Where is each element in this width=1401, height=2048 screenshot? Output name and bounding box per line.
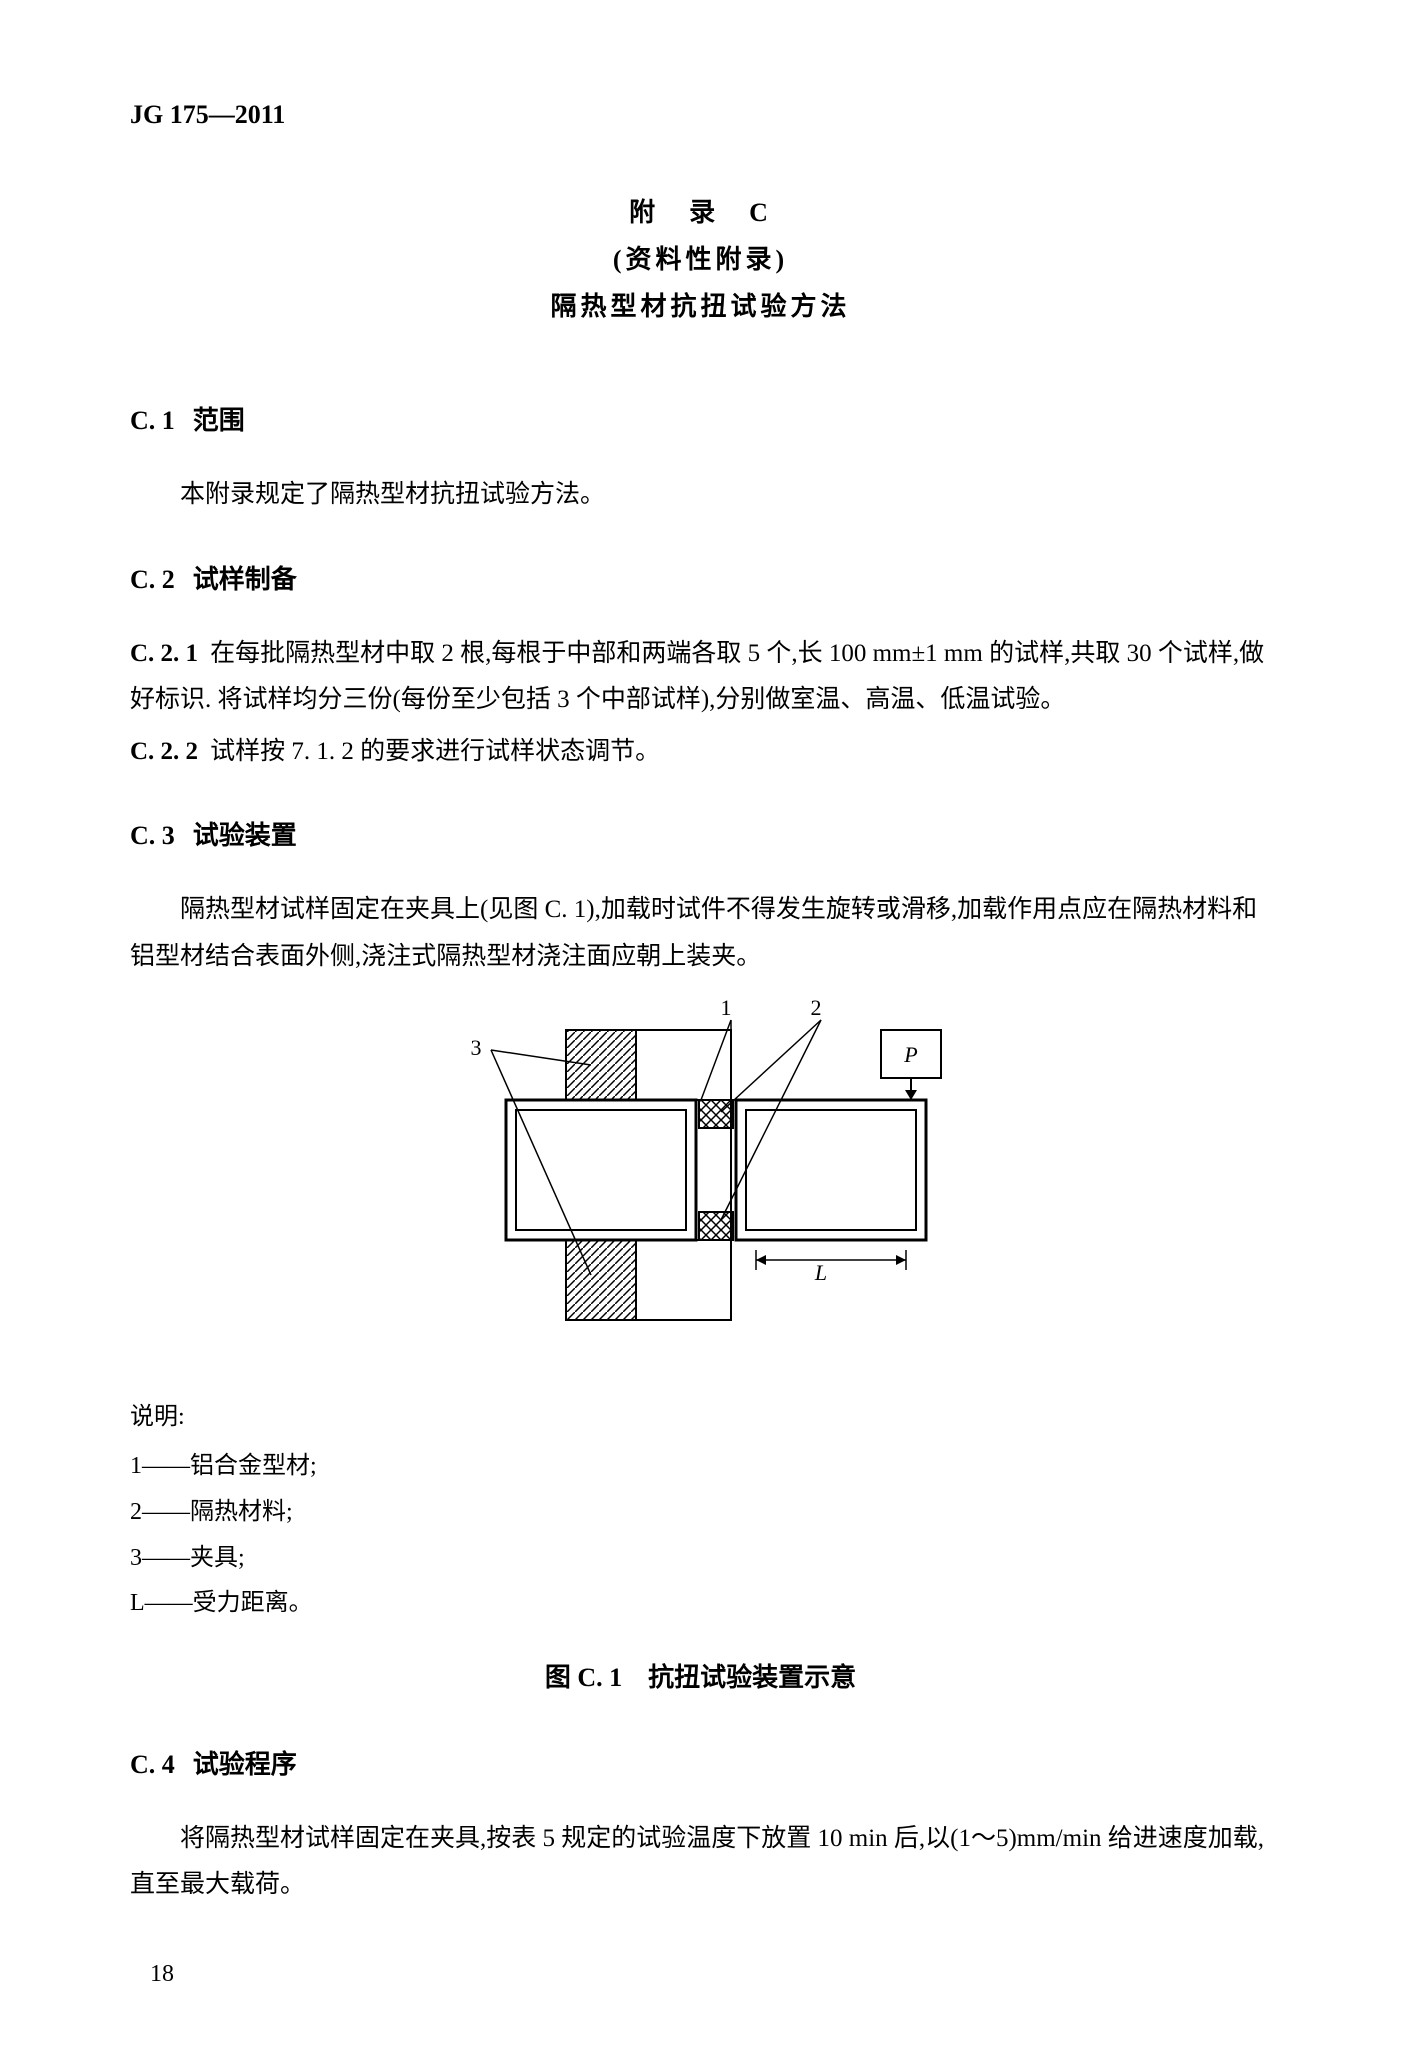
legend-title: 说明: bbox=[130, 1395, 1271, 1441]
subsection-c2-1-text: 在每批隔热型材中取 2 根,每根于中部和两端各取 5 个,长 100 mm±1 … bbox=[130, 640, 1264, 713]
title-line-2: (资料性附录) bbox=[130, 237, 1271, 284]
subsection-c2-1: C. 2. 1在每批隔热型材中取 2 根,每根于中部和两端各取 5 个,长 10… bbox=[130, 631, 1271, 724]
section-c3-num: C. 3 bbox=[130, 821, 175, 850]
section-c3-body: 隔热型材试样固定在夹具上(见图 C. 1),加载时试件不得发生旋转或滑移,加载作… bbox=[130, 887, 1271, 980]
section-c4-heading: C. 4 试验程序 bbox=[130, 1744, 1271, 1781]
section-c3-heading: C. 3 试验装置 bbox=[130, 815, 1271, 852]
figure-c1: P L 1 2 3 bbox=[130, 1000, 1271, 1365]
figure-caption: 图 C. 1 抗扭试验装置示意 bbox=[130, 1657, 1271, 1694]
section-c4-title: 试验程序 bbox=[193, 1750, 297, 1779]
title-line-3: 隔热型材抗扭试验方法 bbox=[130, 284, 1271, 331]
section-c2-title: 试样制备 bbox=[193, 565, 297, 594]
section-c1-heading: C. 1 范围 bbox=[130, 400, 1271, 437]
legend-item-1: 1——铝合金型材; bbox=[130, 1444, 1271, 1490]
legend-item-3: 3——夹具; bbox=[130, 1536, 1271, 1582]
title-line-1: 附 录 C bbox=[130, 190, 1271, 237]
legend-item-4: L——受力距离。 bbox=[130, 1581, 1271, 1627]
svg-text:3: 3 bbox=[470, 1035, 481, 1060]
subsection-c2-1-num: C. 2. 1 bbox=[130, 640, 198, 667]
section-c1-num: C. 1 bbox=[130, 406, 175, 435]
section-c2-num: C. 2 bbox=[130, 565, 175, 594]
svg-text:P: P bbox=[903, 1042, 917, 1067]
section-c3-title: 试验装置 bbox=[193, 821, 297, 850]
section-c1-title: 范围 bbox=[193, 406, 245, 435]
svg-text:1: 1 bbox=[720, 1000, 731, 1020]
subsection-c2-2-text: 试样按 7. 1. 2 的要求进行试样状态调节。 bbox=[210, 738, 660, 765]
figure-legend: 说明: 1——铝合金型材; 2——隔热材料; 3——夹具; L——受力距离。 bbox=[130, 1395, 1271, 1627]
document-code: JG 175—2011 bbox=[130, 100, 1271, 130]
section-c1-body: 本附录规定了隔热型材抗扭试验方法。 bbox=[130, 472, 1271, 518]
figure-c1-diagram: P L 1 2 3 bbox=[391, 1000, 1011, 1360]
subsection-c2-2: C. 2. 2 试样按 7. 1. 2 的要求进行试样状态调节。 bbox=[130, 729, 1271, 775]
section-c2-heading: C. 2 试样制备 bbox=[130, 559, 1271, 596]
page-number: 18 bbox=[150, 1961, 174, 1988]
subsection-c2-2-num: C. 2. 2 bbox=[130, 738, 198, 765]
svg-text:L: L bbox=[813, 1260, 826, 1285]
svg-text:2: 2 bbox=[810, 1000, 821, 1020]
title-block: 附 录 C (资料性附录) 隔热型材抗扭试验方法 bbox=[130, 190, 1271, 330]
section-c4-num: C. 4 bbox=[130, 1750, 175, 1779]
section-c4-body: 将隔热型材试样固定在夹具,按表 5 规定的试验温度下放置 10 min 后,以(… bbox=[130, 1816, 1271, 1909]
legend-item-2: 2——隔热材料; bbox=[130, 1490, 1271, 1536]
